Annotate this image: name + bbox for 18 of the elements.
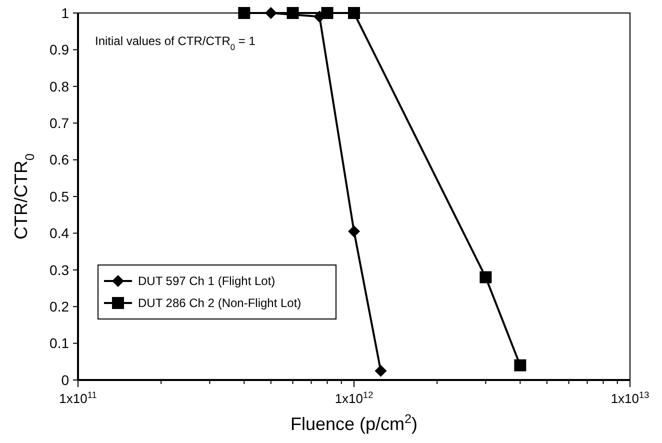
- x-tick-label: 1x10$^{13}$: [610, 390, 650, 406]
- x-tick-label: 1x10$^{11}$: [59, 390, 97, 406]
- x-tick-label: 1x10$^{12}$: [334, 390, 374, 406]
- y-tick-label: 0.1: [50, 335, 70, 352]
- legend-label: DUT 286 Ch 2 (Non-Flight Lot): [138, 296, 302, 310]
- y-tick-label: 0.4: [50, 225, 70, 242]
- x-axis-title: Fluence (p/cm$^{2}$): [290, 412, 418, 434]
- y-tick-label: 0.7: [50, 115, 70, 131]
- y-tick-label: 0.5: [50, 188, 70, 204]
- y-tick-label: 0.3: [50, 262, 70, 278]
- legend-label: DUT 597 Ch 1 (Flight Lot): [138, 274, 276, 288]
- y-tick-label: 0.2: [50, 298, 70, 314]
- y-tick-label: 0.6: [50, 152, 70, 168]
- y-tick-label: 1: [61, 4, 70, 21]
- y-tick-label: 0.8: [50, 78, 70, 94]
- y-tick-label: 0.9: [50, 42, 70, 58]
- annotation: Initial values of CTR/CTR$_{0}$ = 1: [95, 34, 256, 52]
- y-tick-label: 0: [61, 372, 70, 388]
